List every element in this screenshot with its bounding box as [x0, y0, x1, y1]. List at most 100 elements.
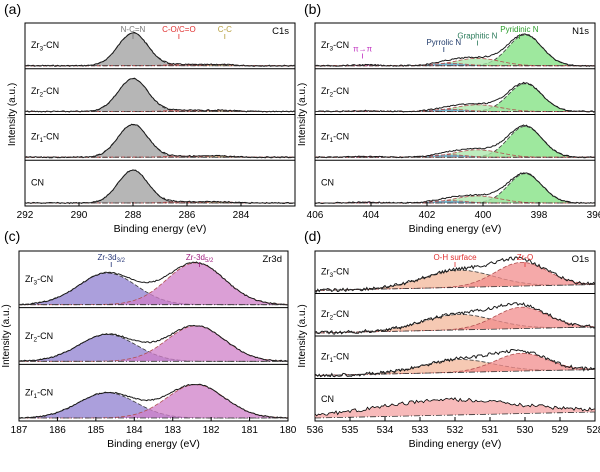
peak-fill — [315, 262, 595, 291]
panel-label: (c) — [4, 228, 20, 244]
baseline — [314, 326, 596, 334]
peak-fill — [315, 63, 595, 66]
x-tick-label: 534 — [377, 425, 394, 436]
x-tick-label: 182 — [203, 425, 220, 436]
peak-fill — [19, 384, 288, 418]
x-tick-label: 183 — [164, 425, 181, 436]
x-axis-label: Binding energy (eV) — [409, 223, 502, 235]
panel-label: (b) — [304, 1, 321, 17]
y-axis-label: Intensity (a.u.) — [297, 83, 308, 146]
peak-fill — [315, 104, 595, 112]
peak-annotation: Zr-O — [517, 253, 533, 262]
peak-component — [315, 200, 595, 204]
x-tick-label: 286 — [179, 210, 196, 221]
sample-row: Zr1-CN — [24, 123, 296, 159]
spectrum-line — [315, 172, 596, 205]
peak-fill — [315, 154, 595, 158]
spectrum-line — [18, 261, 289, 306]
sample-label: Zr1-CN — [321, 132, 349, 145]
sample-label: Zr3-CN — [321, 40, 349, 53]
peak-annotation: C-O/C=O — [162, 25, 196, 34]
sample-label: Zr2-CN — [25, 331, 53, 344]
peak-fill — [19, 325, 288, 362]
spectrum-line — [314, 33, 596, 67]
peak-annotation: C-C — [218, 25, 232, 34]
peak-fill — [315, 126, 595, 158]
sample-label: CN — [321, 394, 334, 404]
sample-label: Zr2-CN — [321, 309, 349, 322]
peak-annotation: Graphitic N — [457, 32, 497, 41]
sample-row: Zr1-CN — [314, 349, 596, 378]
sample-row: CN — [315, 172, 596, 205]
spectrum-line — [314, 256, 596, 293]
x-tick-label: 185 — [88, 425, 105, 436]
peak-fill — [315, 58, 595, 66]
peak-fill — [315, 196, 595, 203]
x-tick-label: 532 — [447, 425, 464, 436]
x-tick-label: 181 — [241, 425, 258, 436]
x-tick-label: 530 — [517, 425, 534, 436]
spectrum-line — [18, 324, 289, 362]
x-tick-label: 290 — [71, 210, 88, 221]
sample-row: Zr1-CN — [314, 124, 596, 159]
peak-fill — [315, 83, 595, 112]
x-tick-label: 288 — [125, 210, 142, 221]
sample-row: Zr2-CN — [24, 77, 296, 113]
peak-fill — [25, 170, 295, 203]
peak-component — [315, 108, 595, 112]
sample-label: Zr1-CN — [25, 388, 53, 401]
x-tick-label: 528 — [587, 425, 600, 436]
plot-frame — [18, 250, 289, 422]
x-tick-label: 396 — [587, 210, 600, 221]
peak-fill — [315, 109, 595, 112]
x-tick-label: 180 — [280, 425, 297, 436]
peak-fill — [315, 34, 595, 66]
sample-row: CN — [314, 394, 596, 419]
sample-row: Zr2-CN — [314, 302, 596, 335]
sample-label: Zr1-CN — [321, 351, 349, 364]
y-axis-label: Intensity (a.u.) — [7, 83, 18, 146]
peak-fill — [315, 173, 595, 203]
peak-fill — [315, 149, 595, 158]
peak-fill — [25, 124, 295, 158]
sample-row: CN — [24, 169, 296, 205]
sample-label: Zr3-CN — [25, 274, 53, 287]
y-axis-label: Intensity (a.u.) — [297, 304, 308, 367]
spectrum-line — [18, 383, 289, 419]
x-tick-label: 398 — [531, 210, 548, 221]
x-tick-label: 284 — [233, 210, 250, 221]
sample-label: Zr2-CN — [321, 86, 349, 99]
sample-label: CN — [321, 177, 334, 187]
x-tick-label: 531 — [482, 425, 499, 436]
y-axis-label: Intensity (a.u.) — [1, 304, 12, 367]
sample-row: Zr3-CN — [314, 256, 596, 293]
peak-annotation: Pyrrolic N — [426, 38, 461, 47]
x-tick-label: 529 — [552, 425, 569, 436]
x-tick-label: 400 — [475, 210, 492, 221]
sample-label: Zr1-CN — [31, 132, 59, 145]
peak-annotation: N-C=N — [121, 25, 146, 34]
x-tick-label: 292 — [17, 210, 34, 221]
noise-fill — [315, 397, 595, 418]
x-tick-label: 186 — [49, 425, 66, 436]
sample-label: Zr3-CN — [321, 266, 349, 279]
spectrum-line — [314, 124, 596, 159]
x-tick-label: 536 — [307, 425, 324, 436]
sample-row: Zr1-CN — [18, 383, 289, 419]
panel-3: (d) Zr3-CN Zr2-CN Zr1-CN CN O1s O-H surface Zr-… — [297, 228, 600, 450]
peak-fill — [315, 307, 595, 333]
x-tick-label: 533 — [412, 425, 429, 436]
panel-label: (d) — [304, 228, 321, 244]
sample-row: Zr2-CN — [18, 324, 289, 362]
peak-annotation: O-H surface — [433, 253, 477, 262]
panel-1: (b) Zr3-CN Zr2-CN Zr1-CN CN N1s Pyridinic NGra… — [297, 1, 600, 235]
panel-2: (c) Zr3-CN Zr2-CN Zr1-CN Zr3d Zr-3d3/2 Zr-3d5/… — [1, 228, 297, 450]
element-label: Zr3d — [262, 254, 282, 265]
peak-fill — [315, 359, 595, 376]
x-tick-label: 187 — [11, 425, 28, 436]
x-tick-label: 404 — [363, 210, 380, 221]
panel-0: (a) Zr3-CN Zr2-CN Zr1-CN CN C1s N-C=N C-O/C=O C-… — [4, 1, 296, 235]
peak-annotation: Pyridinic N — [500, 25, 538, 34]
peak-fill — [315, 353, 595, 376]
